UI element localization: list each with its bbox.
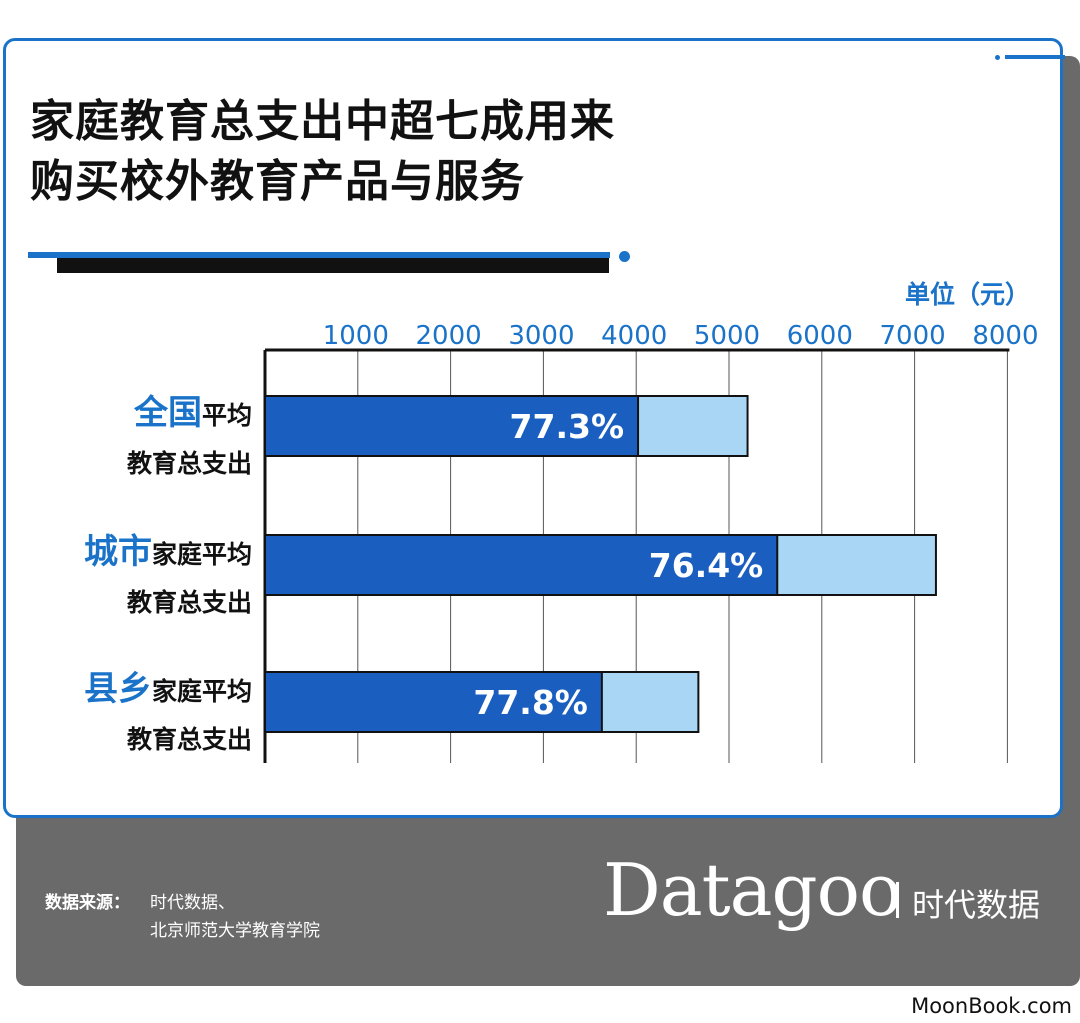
title-underline-black (57, 258, 609, 273)
x-tick-label: 5000 (694, 321, 760, 351)
x-tick-label: 4000 (601, 321, 667, 351)
x-tick-label: 6000 (787, 321, 853, 351)
x-tick-label: 7000 (880, 321, 946, 351)
bar-outside-school (264, 534, 779, 596)
brand-separator (896, 882, 899, 918)
category-highlight: 全国 (133, 393, 202, 433)
x-tick-label: 1000 (323, 321, 389, 351)
category-label: 城市家庭平均 (84, 532, 252, 572)
x-tick-label: 2000 (416, 321, 482, 351)
x-tick-label: 8000 (972, 321, 1038, 351)
title-underline-dot (619, 251, 630, 262)
chart-title-line-1: 家庭教育总支出中超七成用来 (30, 96, 615, 147)
bar-data-label: 76.4% (649, 546, 764, 585)
unit-label: 单位（元） (905, 280, 1030, 309)
bar-outside-school (264, 395, 640, 457)
source-label: 数据来源： (45, 893, 130, 913)
x-tick-label: 3000 (508, 321, 574, 351)
title-underline-blue (28, 252, 610, 258)
category-rest: 家庭平均 (152, 677, 252, 706)
category-label-line2: 教育总支出 (127, 449, 252, 478)
category-highlight: 县乡 (84, 669, 152, 709)
brand-logo: Datagoo (603, 848, 902, 932)
category-label-line2: 教育总支出 (127, 725, 252, 754)
category-rest: 平均 (202, 401, 252, 430)
bar-data-label: 77.8% (473, 683, 588, 722)
decorative-dot (995, 55, 1000, 60)
source-text-1: 时代数据、 (150, 893, 235, 913)
category-rest: 家庭平均 (152, 540, 252, 569)
chart-title: 家庭教育总支出中超七成用来 购买校外教育产品与服务 (30, 92, 830, 212)
decorative-line (1005, 55, 1065, 59)
watermark: MoonBook.com (911, 994, 1072, 1018)
category-highlight: 城市 (84, 532, 152, 572)
source-text-2: 北京师范大学教育学院 (150, 921, 320, 941)
category-label: 全国平均 (133, 393, 252, 433)
brand-name-cn: 时代数据 (912, 886, 1041, 924)
category-label-line2: 教育总支出 (127, 588, 252, 617)
chart-title-line-2: 购买校外教育产品与服务 (30, 156, 525, 207)
bar-data-label: 77.3% (510, 407, 625, 446)
bar-outside-school (264, 671, 603, 733)
category-label: 县乡家庭平均 (84, 669, 252, 709)
